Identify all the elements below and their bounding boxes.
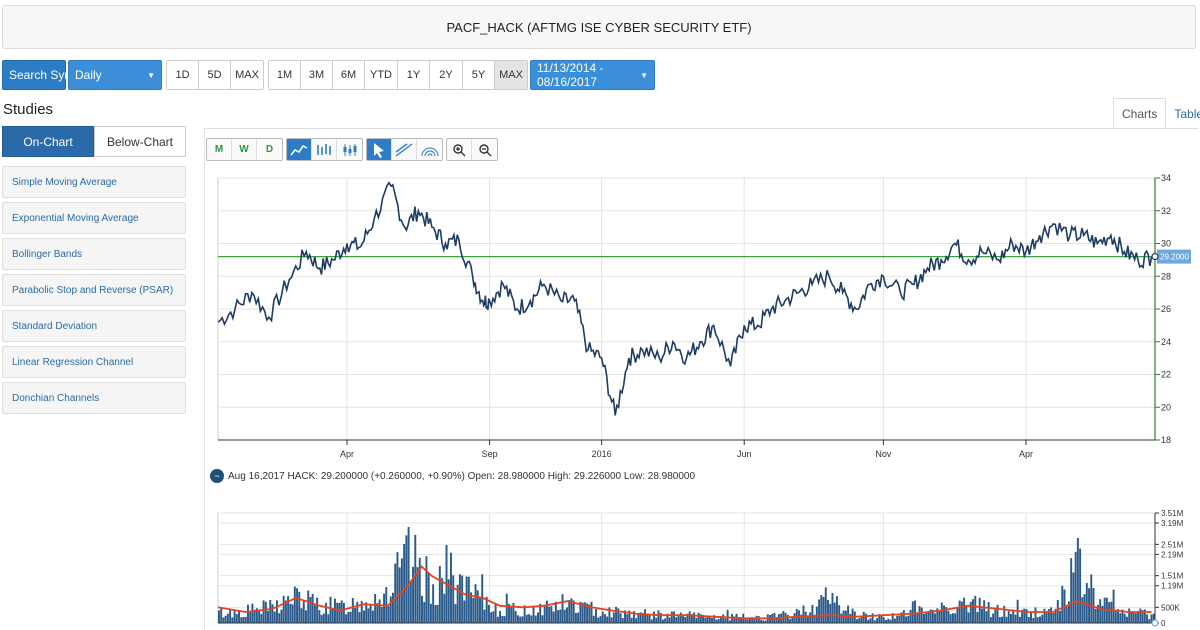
quote-info-line: ~ Aug 16,2017 HACK: 29.200000 (+0.260000… [210, 469, 695, 483]
study-item-bollinger[interactable]: Bollinger Bands [2, 238, 186, 270]
range-group-long: 1M 3M 6M YTD 1Y 2Y 5Y MAX [268, 60, 528, 90]
range-button-5y[interactable]: 5Y [463, 61, 495, 89]
chevron-down-icon: ▼ [640, 70, 648, 80]
monthly-period-icon[interactable]: M [207, 139, 232, 160]
date-range-value: 11/13/2014 - 08/16/2017 [537, 61, 604, 89]
range-button-1y[interactable]: 1Y [398, 61, 430, 89]
interval-value: Daily [75, 68, 102, 82]
study-item-linreg[interactable]: Linear Regression Channel [2, 346, 186, 378]
tab-charts[interactable]: Charts [1113, 98, 1167, 129]
tab-below-chart[interactable]: Below-Chart [94, 126, 186, 157]
line-chart-icon: ~ [210, 469, 224, 483]
range-button-6m[interactable]: 6M [333, 61, 365, 89]
range-button-max-short[interactable]: MAX [231, 61, 263, 89]
chart-panel [204, 128, 1198, 630]
studies-heading: Studies [3, 101, 54, 118]
studies-list: Simple Moving Average Exponential Moving… [2, 166, 186, 418]
date-range-dropdown[interactable]: 11/13/2014 - 08/16/2017 ▼ [530, 60, 655, 90]
range-button-2y[interactable]: 2Y [430, 61, 463, 89]
period-tool-group: M W D [206, 138, 283, 161]
page-title-bar: PACF_HACK (AFTMG ISE CYBER SECURITY ETF) [2, 5, 1196, 49]
tab-table[interactable]: Table [1174, 106, 1200, 121]
quote-info-text: Aug 16,2017 HACK: 29.200000 (+0.260000, … [228, 470, 696, 482]
study-item-ema[interactable]: Exponential Moving Average [2, 202, 186, 234]
study-item-psar[interactable]: Parabolic Stop and Reverse (PSAR) [2, 274, 186, 306]
view-tabs: Charts Table [1113, 98, 1200, 129]
zoom-out-icon[interactable] [472, 139, 497, 160]
studies-tabs: On-Chart Below-Chart [2, 126, 186, 157]
range-group-short: 1D 5D MAX [166, 60, 264, 90]
zoom-in-icon[interactable] [447, 139, 472, 160]
study-item-sma[interactable]: Simple Moving Average [2, 166, 186, 198]
daily-period-icon[interactable]: D [265, 144, 274, 155]
range-button-3m[interactable]: 3M [301, 61, 333, 89]
drawing-tool-group [366, 138, 443, 161]
chart-type-tool-group [286, 138, 363, 161]
ohlc-chart-icon[interactable] [312, 139, 337, 160]
pointer-icon[interactable] [367, 139, 392, 160]
range-button-ytd[interactable]: YTD [365, 61, 398, 89]
tab-on-chart[interactable]: On-Chart [2, 126, 94, 157]
page-title: PACF_HACK (AFTMG ISE CYBER SECURITY ETF) [446, 19, 752, 35]
study-item-stddev[interactable]: Standard Deviation [2, 310, 186, 342]
interval-dropdown[interactable]: Daily ▼ [68, 60, 162, 90]
chevron-down-icon: ▼ [147, 70, 155, 80]
fibonacci-icon[interactable] [417, 139, 442, 160]
search-symbol-button[interactable]: Search Symbol [2, 60, 90, 90]
range-button-1m[interactable]: 1M [269, 61, 301, 89]
study-item-donchian[interactable]: Donchian Channels [2, 382, 186, 414]
chart-tools: M W D [206, 138, 498, 161]
zoom-tool-group [446, 138, 498, 161]
range-button-5d[interactable]: 5D [199, 61, 231, 89]
weekly-period-icon[interactable]: W [232, 139, 257, 160]
line-chart-icon[interactable] [287, 139, 312, 160]
range-button-1d[interactable]: 1D [167, 61, 199, 89]
candlestick-chart-icon[interactable] [337, 139, 362, 160]
trendline-icon[interactable] [392, 139, 417, 160]
main-toolbar: Search Symbol Daily ▼ 1D 5D MAX 1M 3M 6M… [2, 60, 655, 90]
range-button-max[interactable]: MAX [495, 61, 527, 89]
